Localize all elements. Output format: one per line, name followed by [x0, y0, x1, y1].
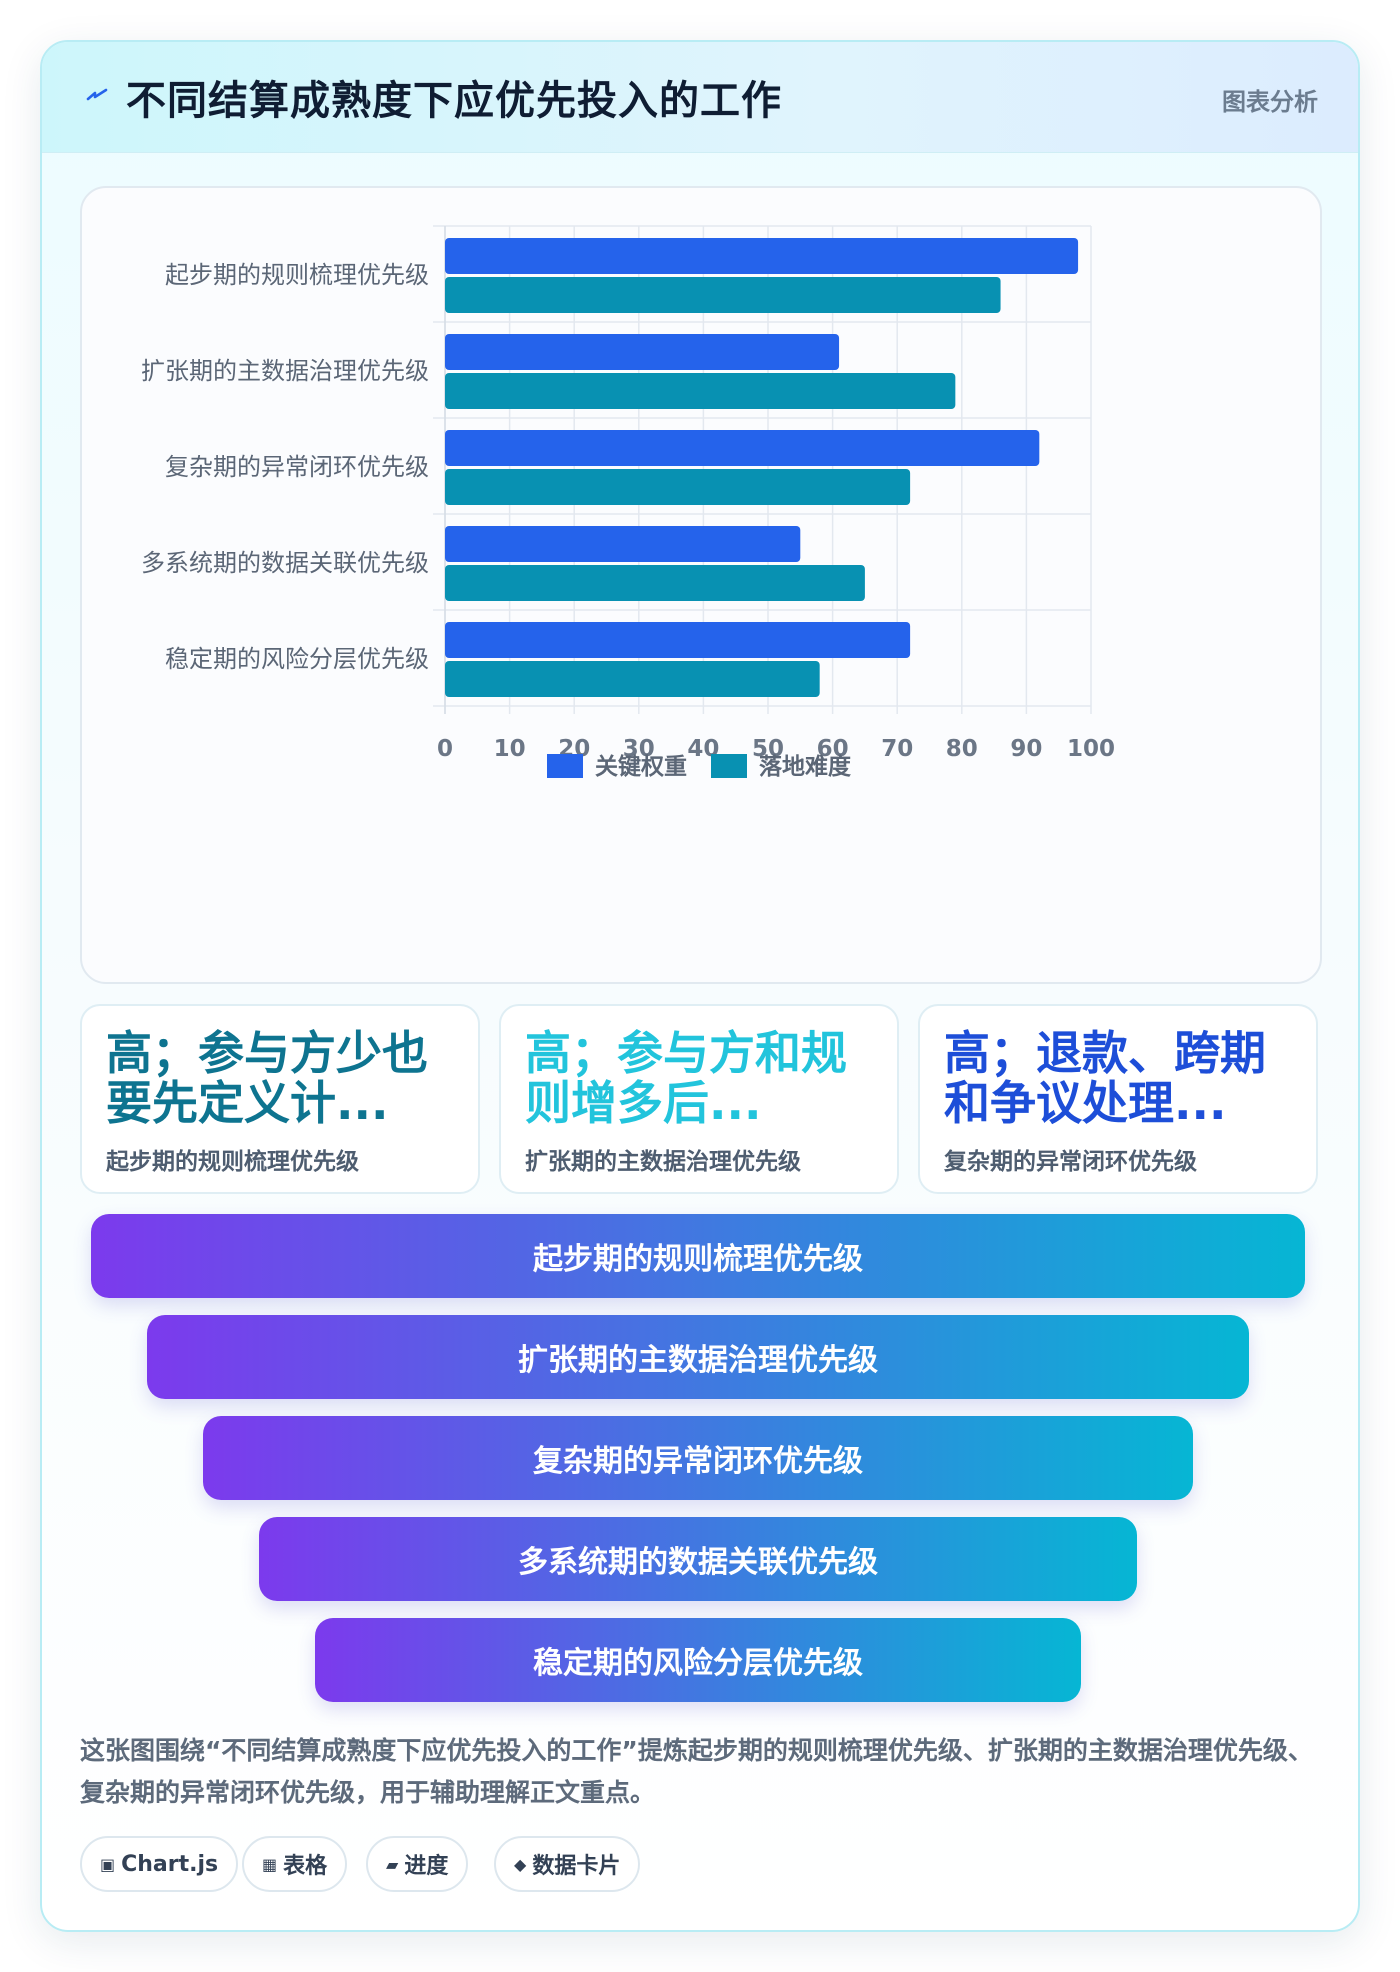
- progress-icon: ▰: [386, 1854, 399, 1874]
- funnel-step-4: 多系统期的数据关联优先级: [259, 1517, 1137, 1601]
- bar: [445, 526, 801, 562]
- tick-label: 100: [1067, 736, 1115, 762]
- bar: [445, 373, 956, 409]
- caption-text: 这张图围绕“不同结算成熟度下应优先投入的工作”提炼起步期的规则梳理优先级、扩张期…: [80, 1736, 1313, 1807]
- bar: [445, 622, 911, 658]
- tick-label: 60: [817, 736, 849, 762]
- legend-swatch: [711, 754, 747, 778]
- category-label: 起步期的规则梳理优先级: [165, 261, 429, 289]
- category-label: 多系统期的数据关联优先级: [141, 549, 429, 577]
- tick-label: 0: [437, 736, 453, 762]
- bar: [445, 238, 1079, 274]
- chart-panel: 起步期的规则梳理优先级扩张期的主数据治理优先级复杂期的异常闭环优先级多系统期的数…: [80, 186, 1322, 984]
- chip-progress[interactable]: ▰ 进度: [366, 1836, 469, 1892]
- tick-label: 30: [623, 736, 655, 762]
- chip-label: Chart.js: [121, 1851, 219, 1877]
- stat-subtitle: 起步期的规则梳理优先级: [106, 1149, 359, 1175]
- funnel-step-5: 稳定期的风险分层优先级: [315, 1618, 1081, 1702]
- legend-label: 关键权重: [595, 753, 687, 780]
- stat-title: 高；参与方少也要先定义计...: [106, 1028, 428, 1128]
- tick-label: 80: [946, 736, 978, 762]
- bar: [445, 430, 1040, 466]
- tick-label: 10: [494, 736, 526, 762]
- funnel-step-1: 起步期的规则梳理优先级: [91, 1214, 1305, 1298]
- bar: [445, 469, 911, 505]
- bar: [445, 661, 820, 697]
- chip-table[interactable]: ▦ 表格: [242, 1836, 348, 1892]
- table-icon: ▦: [262, 1854, 278, 1874]
- funnel-step-2: 扩张期的主数据治理优先级: [147, 1315, 1249, 1399]
- legend-label: 落地难度: [759, 753, 852, 780]
- stat-card-3: 高；退款、跨期和争议处理... 复杂期的异常闭环优先级: [918, 1004, 1318, 1194]
- legend-swatch: [547, 754, 583, 778]
- stat-subtitle: 扩张期的主数据治理优先级: [525, 1149, 801, 1175]
- bar: [445, 565, 865, 601]
- tick-label: 90: [1010, 736, 1042, 762]
- stat-card-2: 高；参与方和规则增多后... 扩张期的主数据治理优先级: [499, 1004, 899, 1194]
- lightning-icon: [86, 88, 108, 101]
- chip-chartjs[interactable]: ▣ Chart.js: [80, 1836, 239, 1892]
- stat-title: 高；参与方和规则增多后...: [525, 1028, 847, 1128]
- card-header: 不同结算成熟度下应优先投入的工作 图表分析: [42, 42, 1358, 153]
- infographic-card: 不同结算成熟度下应优先投入的工作 图表分析 起步期的规则梳理优先级 扩张期的主数据…: [40, 40, 1360, 1932]
- chip-label: 表格: [283, 1854, 328, 1879]
- category-label: 扩张期的主数据治理优先级: [141, 357, 429, 385]
- stat-card-1: 高；参与方少也要先定义计... 起步期的规则梳理优先级: [80, 1004, 480, 1194]
- chart-icon: ▣: [100, 1854, 116, 1874]
- stat-title: 高；退款、跨期和争议处理...: [944, 1028, 1266, 1128]
- chip-label: 数据卡片: [532, 1854, 621, 1879]
- chip-label: 进度: [404, 1854, 449, 1879]
- bar: [445, 277, 1001, 313]
- stat-subtitle: 复杂期的异常闭环优先级: [944, 1149, 1197, 1175]
- category-label: 稳定期的风险分层优先级: [165, 645, 429, 673]
- funnel-step-3: 复杂期的异常闭环优先级: [203, 1416, 1193, 1500]
- bar-chart: 起步期的规则梳理优先级扩张期的主数据治理优先级复杂期的异常闭环优先级多系统期的数…: [141, 225, 1115, 780]
- tick-label: 50: [752, 736, 784, 762]
- page-title: 不同结算成熟度下应优先投入的工作: [126, 78, 782, 124]
- bar: [445, 334, 840, 370]
- tick-label: 70: [881, 736, 913, 762]
- chart-analysis-tag: 图表分析: [1222, 88, 1318, 116]
- diamond-icon: ◆: [514, 1854, 527, 1874]
- chip-data-card[interactable]: ◆ 数据卡片: [494, 1836, 641, 1892]
- category-label: 复杂期的异常闭环优先级: [165, 453, 429, 481]
